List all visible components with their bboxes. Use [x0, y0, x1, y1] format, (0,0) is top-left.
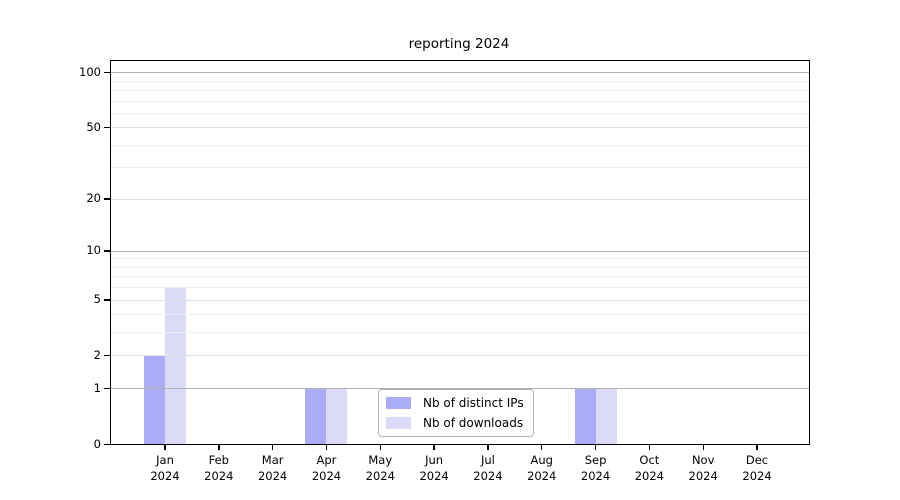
- gridline-minor: [111, 144, 809, 146]
- bar-downloads: [326, 388, 348, 444]
- x-tick-label: May 2024: [350, 452, 410, 484]
- x-tick-mark: [164, 445, 166, 450]
- x-tick-mark: [271, 445, 274, 450]
- gridline-minor: [111, 276, 809, 278]
- x-tick-year: 2024: [688, 469, 718, 483]
- legend-item-distinct-ips: Nb of distinct IPs: [386, 396, 524, 410]
- x-tick-year: 2024: [150, 469, 180, 483]
- x-tick-month: Nov: [691, 453, 715, 467]
- y-tick-label: 1: [93, 380, 101, 395]
- bar-distinct-ips: [305, 388, 327, 444]
- x-tick-month: Jan: [156, 453, 174, 467]
- x-tick-label: Apr 2024: [296, 452, 356, 484]
- gridline-decade: [111, 72, 809, 74]
- gridline-minor: [111, 258, 809, 260]
- bar-distinct-ips: [144, 355, 165, 444]
- x-tick-year: 2024: [257, 469, 288, 483]
- x-tick-label: Jun 2024: [404, 452, 464, 484]
- y-tick-label: 5: [93, 292, 101, 307]
- y-tick-mark: [104, 443, 110, 445]
- x-tick-year: 2024: [419, 469, 449, 483]
- y-tick-label: 10: [86, 243, 101, 258]
- gridline-decade: [111, 388, 809, 390]
- y-tick-mark: [104, 198, 110, 200]
- x-tick-mark: [594, 445, 597, 450]
- gridline-minor: [111, 332, 809, 334]
- y-tick-mark: [104, 126, 110, 129]
- x-tick-year: 2024: [311, 469, 342, 483]
- y-tick-mark: [104, 250, 110, 252]
- gridline-minor: [111, 266, 809, 268]
- x-tick-label: Sep 2024: [566, 452, 626, 484]
- x-tick-month: Apr: [316, 453, 337, 467]
- y-tick-label: 20: [86, 191, 101, 206]
- x-tick-year: 2024: [634, 469, 665, 483]
- gridline-minor: [111, 100, 809, 102]
- x-tick-year: 2024: [580, 469, 611, 483]
- x-tick-year: 2024: [365, 469, 395, 483]
- gridline-major: [111, 299, 809, 301]
- x-tick-month: Jun: [425, 453, 444, 467]
- x-tick-label: Oct 2024: [619, 452, 679, 484]
- x-tick-label: Jan 2024: [135, 452, 195, 484]
- x-tick-label: Aug 2024: [512, 452, 572, 484]
- y-tick-mark: [104, 387, 110, 390]
- y-tick-mark: [104, 299, 110, 301]
- legend-item-downloads: Nb of downloads: [386, 416, 524, 430]
- legend: Nb of distinct IPs Nb of downloads: [378, 389, 534, 437]
- y-tick-mark: [104, 354, 110, 357]
- y-tick-label: 0: [93, 436, 101, 451]
- bar-distinct-ips: [574, 388, 596, 444]
- plot-area: 0 1 2 5 10 20 50 100 Jan 2024 Feb 2024 Mar 2024 Apr 202…: [79, 60, 810, 483]
- gridline-minor: [111, 89, 809, 91]
- legend-label: Nb of distinct IPs: [423, 396, 524, 410]
- x-tick-mark: [218, 445, 220, 450]
- x-tick-month: Sep: [584, 453, 607, 467]
- x-tick-mark: [325, 445, 328, 450]
- legend-swatch-distinct-ips: [386, 397, 411, 409]
- x-tick-month: Aug: [530, 453, 553, 467]
- y-tick-label: 50: [86, 119, 101, 134]
- x-tick-label: Feb 2024: [189, 452, 249, 484]
- x-tick-year: 2024: [742, 469, 772, 483]
- x-tick-label: Nov 2024: [673, 452, 733, 484]
- chart-title: reporting 2024: [408, 36, 510, 52]
- x-tick-mark: [487, 445, 489, 450]
- x-tick-mark: [756, 445, 758, 450]
- x-tick-year: 2024: [473, 469, 503, 483]
- gridline-decade: [111, 250, 809, 252]
- x-tick-label: Mar 2024: [243, 452, 303, 484]
- legend-swatch-downloads: [386, 417, 411, 429]
- x-tick-month: Feb: [208, 453, 229, 467]
- bar-downloads: [595, 388, 617, 444]
- gridline-minor: [111, 80, 809, 82]
- x-tick-month: Oct: [639, 453, 660, 467]
- y-tick-mark: [104, 71, 110, 74]
- x-tick-mark: [648, 445, 651, 450]
- gridline-minor: [111, 167, 809, 169]
- x-tick-month: Mar: [261, 453, 284, 467]
- x-tick-label: Dec 2024: [727, 452, 787, 484]
- x-tick-month: May: [368, 453, 393, 467]
- x-tick-mark: [541, 445, 543, 450]
- x-tick-mark: [702, 445, 704, 450]
- gridline-major: [111, 198, 809, 200]
- y-tick-label: 100: [79, 64, 101, 79]
- x-tick-year: 2024: [204, 469, 234, 483]
- bar-downloads: [165, 287, 186, 444]
- legend-label: Nb of downloads: [423, 416, 524, 430]
- y-tick-label: 2: [93, 347, 101, 362]
- gridline-minor: [111, 112, 809, 114]
- x-tick-mark: [379, 445, 381, 450]
- gridline-major: [111, 127, 809, 129]
- gridline-major: [111, 355, 809, 357]
- gridline-minor: [111, 314, 809, 316]
- x-tick-month: Dec: [745, 453, 769, 467]
- x-tick-label: Jul 2024: [458, 452, 518, 484]
- x-tick-year: 2024: [527, 469, 557, 483]
- gridline-minor: [111, 287, 809, 289]
- x-tick-mark: [433, 445, 435, 450]
- x-tick-month: Jul: [480, 453, 495, 467]
